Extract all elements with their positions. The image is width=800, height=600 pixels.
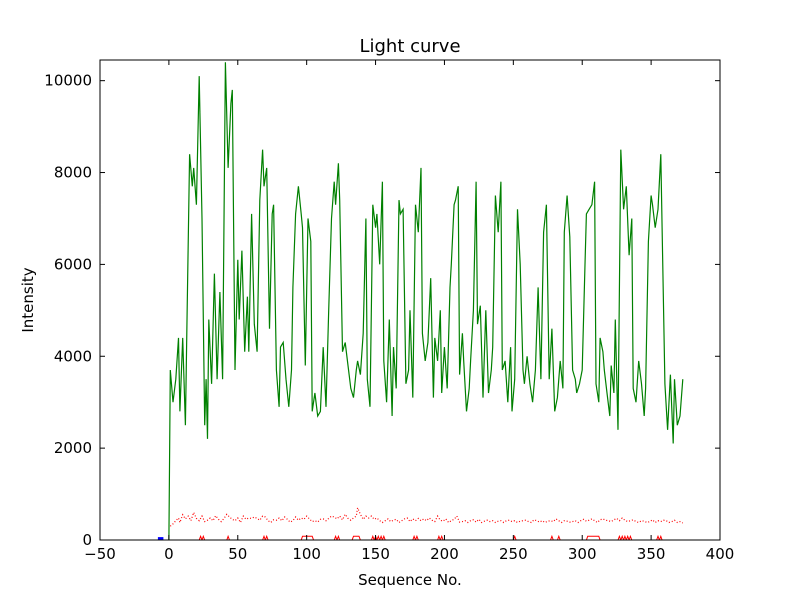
x-tick-label: 250	[499, 545, 528, 563]
series-layer	[157, 62, 684, 540]
x-tick-label: 0	[164, 545, 174, 563]
x-tick-label: 50	[228, 545, 247, 563]
y-tick-label: 10000	[44, 72, 92, 90]
ticks-layer: −50 0 50 100 150 200 250 300 350 4000200040006000…	[44, 60, 734, 563]
series-line-red	[170, 534, 683, 540]
x-tick-label: 100	[292, 545, 321, 563]
y-axis-label: Intensity	[19, 267, 37, 332]
series-line-dotted-red	[169, 505, 684, 527]
plot-frame	[99, 59, 721, 541]
chart-title: Light curve	[359, 36, 460, 57]
x-tick-label: −50	[84, 545, 116, 563]
y-tick-label: 2000	[54, 439, 92, 457]
y-tick-label: 0	[82, 531, 92, 549]
x-tick-label: 200	[430, 545, 459, 563]
y-tick-label: 4000	[54, 347, 92, 365]
y-tick-label: 6000	[54, 255, 92, 273]
x-tick-label: 150	[361, 545, 390, 563]
x-tick-label: 350	[637, 545, 666, 563]
x-tick-label: 300	[568, 545, 597, 563]
series-line-green	[168, 62, 684, 540]
x-axis-label: Sequence No.	[358, 571, 462, 589]
y-tick-label: 8000	[54, 164, 92, 182]
x-tick-label: 400	[706, 545, 735, 563]
